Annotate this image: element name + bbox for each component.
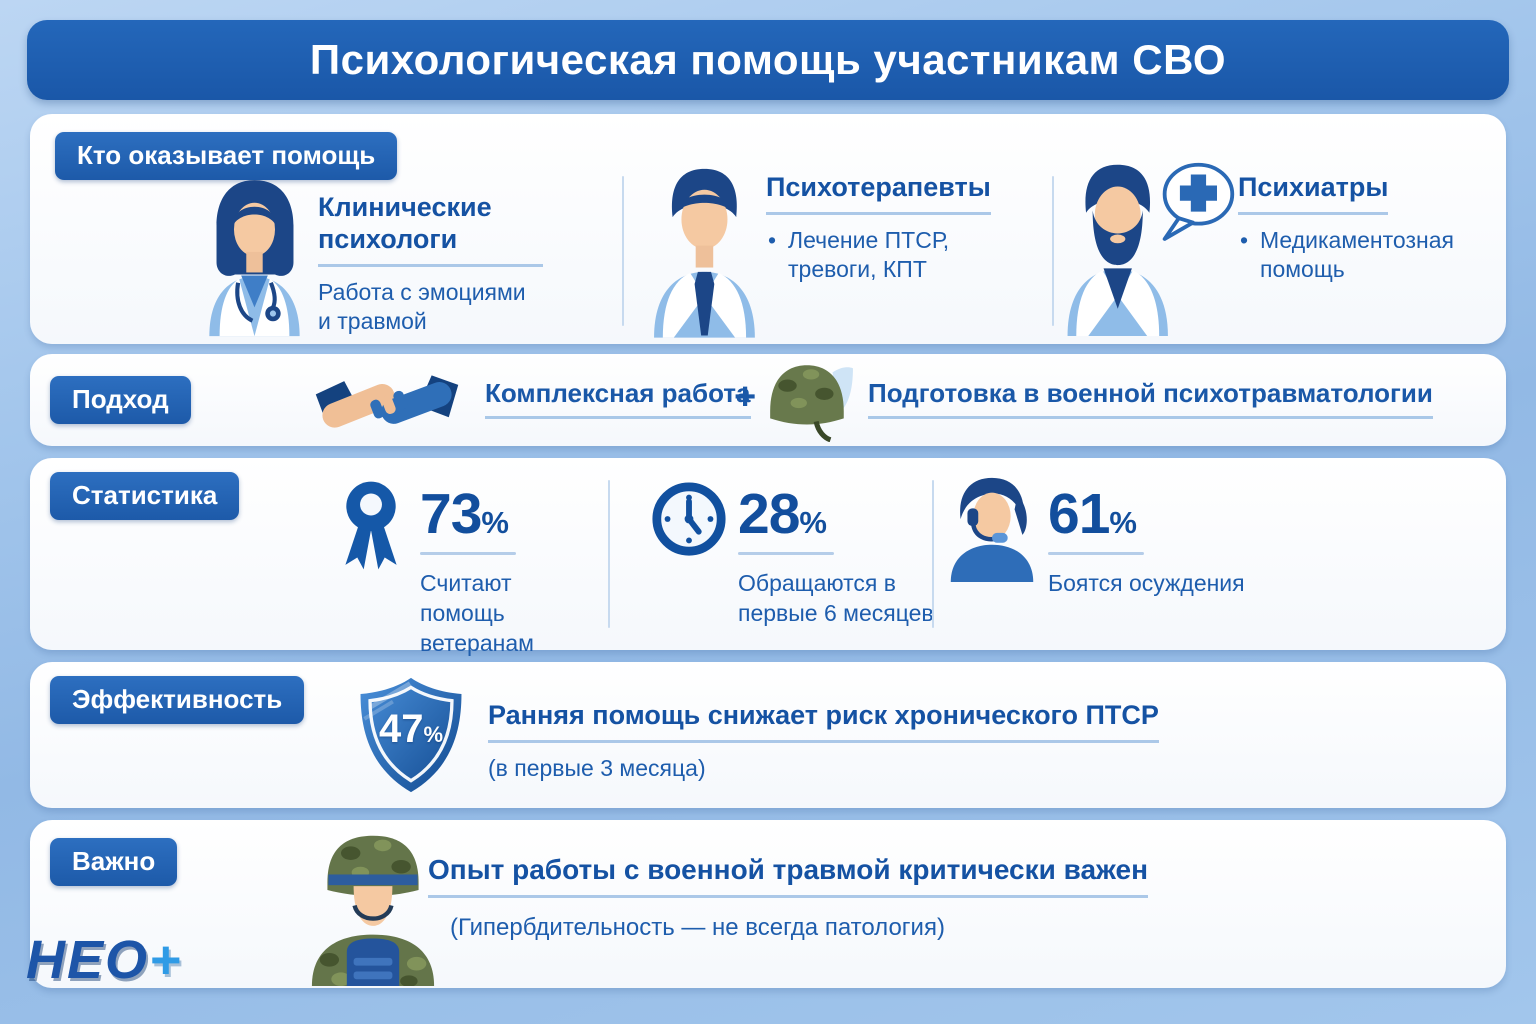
section-badge-important: Важно [50, 838, 178, 886]
soldier-avatar-icon [311, 835, 435, 986]
shield-icon [360, 677, 462, 793]
section-badge-approach: Подход [50, 376, 191, 424]
who-item-title: Психиатры [1238, 172, 1389, 215]
handshake-icon [315, 375, 459, 428]
military-helmet-icon [770, 365, 853, 442]
stat-divider [932, 480, 934, 628]
section-badge-effectiveness: Эффективность [50, 676, 305, 724]
section-approach: Подход Комплексная работа + Подготовка в… [30, 354, 1506, 446]
stat-caption: Обращаются в первые 6 месяцев [738, 570, 934, 626]
male-doctor-avatar-icon [654, 168, 755, 338]
stat-divider [608, 480, 610, 628]
approach-text-complex-work: Комплексная работа [485, 380, 751, 419]
title-banner: Психологическая помощь участникам СВО [27, 20, 1509, 100]
column-divider [1052, 176, 1054, 326]
stat-block-judgement-fear: 61% Боятся осуждения [1048, 486, 1288, 599]
stat-value: 73% [420, 482, 509, 546]
section-effectiveness: Эффективность 47% Ранняя помощь снижает … [30, 662, 1506, 808]
who-item-desc: Лечение ПТСР, тревоги, КПТ [766, 226, 973, 285]
female-doctor-avatar-icon [209, 180, 300, 337]
effectiveness-heading: Ранняя помощь снижает риск хронического … [488, 700, 1159, 744]
neo-plus-logo: НЕО+ [26, 933, 183, 987]
logo-plus: + [149, 930, 183, 990]
stat-underline [420, 552, 516, 555]
shield-47-block: 47% [352, 675, 470, 795]
who-item-title: Клинические психологи [318, 192, 543, 267]
stat-underline [738, 552, 834, 555]
stat-value: 28% [738, 482, 827, 546]
who-item-desc: Медикаментозная помощь [1238, 226, 1485, 285]
support-headset-person-icon [950, 477, 1034, 582]
shield-value: 47% [378, 707, 444, 751]
section-who-provides-help: Кто оказывает помощь Клинические психоло… [30, 114, 1506, 344]
section-badge-statistics: Статистика [50, 472, 240, 520]
page-title: Психологическая помощь участникам СВО [309, 36, 1227, 83]
important-subtext: (Гипербдительность — не всегда патология… [450, 914, 945, 941]
section-statistics: Статистика 73% Считают помощь ветеранам … [30, 458, 1506, 686]
section-badge-who: Кто оказывает помощь [55, 132, 398, 180]
who-item-psychiatrists: Психиатры Медикаментозная помощь [1238, 172, 1488, 285]
important-heading: Опыт работы с военной травмой критически… [428, 854, 1149, 899]
logo-text: НЕО [26, 930, 150, 990]
stat-caption: Боятся осуждения [1048, 570, 1245, 596]
section-important: Важно Опыт работы с военной травмой крит… [30, 820, 1506, 988]
clock-icon [652, 482, 726, 556]
who-item-clinical-psychologists: Клинические психологи Работа с эмоциями … [318, 192, 543, 337]
stat-block-first-months: 28% Обращаются в первые 6 месяцев [738, 486, 953, 629]
stat-underline [1048, 552, 1144, 555]
effectiveness-subtext: (в первые 3 месяца) [488, 755, 706, 781]
column-divider [622, 176, 624, 326]
who-item-desc: Работа с эмоциями и травмой [318, 278, 526, 335]
approach-text-military-training: Подготовка в военной психотравматологии [868, 380, 1433, 419]
who-item-title: Психотерапевты [766, 172, 991, 215]
stat-value: 61% [1048, 482, 1137, 546]
who-item-psychotherapists: Психотерапевты Лечение ПТСР, тревоги, КП… [766, 172, 1001, 285]
stat-block-priority: 73% Считают помощь ветеранам приоритетом [420, 486, 598, 689]
bearded-doctor-cross-bubble-avatar-icon [1067, 162, 1235, 336]
award-ribbon-icon [345, 481, 397, 570]
approach-plus-sign: + [734, 376, 757, 418]
